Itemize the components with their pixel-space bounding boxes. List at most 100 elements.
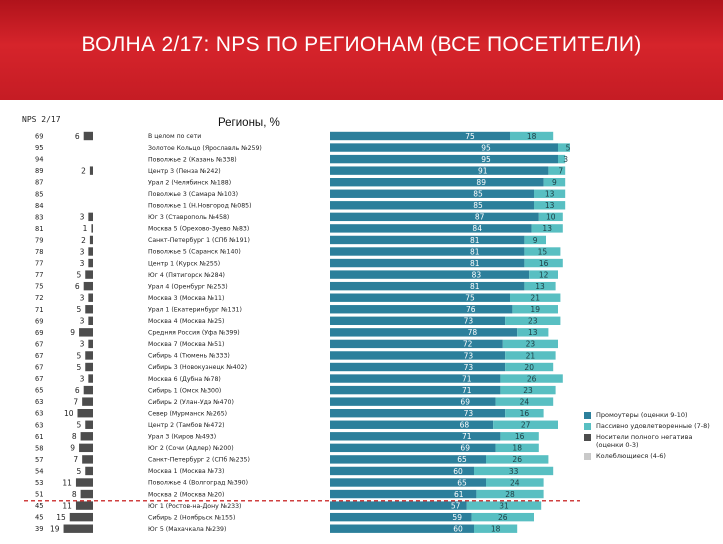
promoter-label: 73 (464, 363, 474, 372)
promoter-bar (330, 362, 506, 372)
passive-label: 19 (530, 305, 540, 314)
region-label: Юг 3 (Ставрополь №458) (148, 214, 229, 221)
passive-label: 31 (499, 501, 509, 510)
region-label: Золотое Кольцо (Ярославль №259) (148, 145, 262, 152)
detractor-label: 3 (80, 374, 85, 383)
passive-bar (534, 201, 566, 210)
detractor-bar (88, 316, 93, 325)
detractor-label: 19 (50, 525, 60, 534)
promoter-bar (330, 409, 506, 418)
passive-label: 18 (512, 444, 522, 453)
promoter-label: 57 (451, 501, 461, 510)
passive-bar (538, 212, 563, 222)
promoter-label: 68 (460, 421, 470, 430)
passive-bar (486, 478, 544, 487)
region-label: Поволжье 3 (Самара №103) (148, 191, 238, 198)
detractor-label: 6 (75, 386, 80, 395)
promoter-bar (330, 397, 496, 406)
legend-label: Пассивно удовлетворенные (7-8) (596, 422, 710, 430)
detractor-bar (82, 397, 93, 406)
passive-bar (500, 432, 539, 441)
promoter-bar (330, 489, 477, 499)
passive-bar (529, 270, 558, 279)
passive-label: 16 (539, 259, 549, 268)
promoter-bar (330, 339, 503, 349)
region-label: Сибирь 4 (Тюмень №333) (148, 352, 230, 360)
detractor-bar (85, 420, 93, 429)
passive-bar (558, 154, 566, 164)
passive-bar (524, 247, 561, 256)
promoter-bar (330, 247, 525, 256)
promoter-label: 60 (453, 467, 463, 476)
detractor-label: 11 (62, 501, 72, 510)
promoter-label: 76 (466, 305, 476, 314)
promoter-bar (330, 351, 506, 360)
promoter-bar (330, 374, 501, 383)
passive-bar (510, 293, 561, 302)
detractor-bar (89, 235, 93, 245)
detractor-label: 8 (72, 432, 77, 441)
legend-label: Носители полного негатива (оценки 0-3) (596, 433, 693, 449)
nps-value: 69 (35, 329, 43, 337)
detractor-bar (63, 524, 93, 533)
passive-bar (476, 489, 544, 499)
passive-label: 12 (539, 270, 549, 279)
nps-value: 83 (35, 213, 43, 221)
detractor-bar (83, 131, 93, 141)
nps-value: 84 (35, 202, 43, 210)
promoter-label: 95 (481, 155, 491, 164)
region-label: В целом по сети (148, 133, 201, 140)
passive-label: 13 (542, 224, 552, 233)
passive-label: 28 (505, 490, 515, 499)
promoter-label: 69 (460, 397, 470, 406)
promoter-bar (330, 478, 486, 487)
passive-bar (517, 328, 549, 337)
passive-bar (543, 178, 566, 187)
nps-value: 63 (35, 398, 43, 406)
passive-label: 9 (552, 178, 557, 187)
promoter-label: 81 (470, 259, 480, 268)
promoter-label: 73 (464, 351, 474, 360)
legend-item: Колеблющиеся (4-6) (584, 452, 719, 460)
promoter-label: 71 (462, 374, 472, 383)
passive-label: 5 (566, 143, 571, 152)
nps-value: 79 (35, 236, 43, 244)
region-label: Центр 1 (Курск №255) (148, 260, 220, 267)
detractor-label: 11 (62, 478, 72, 487)
region-label: Урал 2 (Челябинск №188) (148, 178, 231, 186)
detractor-label: 5 (76, 305, 81, 314)
region-label: Москва 4 (Москва №25) (148, 318, 224, 325)
region-label: Поволжье 2 (Казань №338) (148, 156, 237, 163)
passive-label: 21 (526, 351, 536, 360)
regions-column-header: Регионы, % (218, 117, 280, 129)
passive-bar (548, 166, 566, 175)
nps-value: 39 (35, 525, 43, 533)
region-label: Поволжье 4 (Волгоград №390) (148, 480, 248, 487)
detractor-bar (77, 409, 93, 418)
detractor-bar (82, 455, 93, 464)
passive-label: 23 (523, 386, 533, 395)
detractor-label: 2 (81, 236, 86, 245)
passive-label: 26 (498, 513, 508, 522)
passive-label: 20 (524, 363, 534, 372)
detractor-label: 5 (76, 351, 81, 360)
detractor-label: 3 (80, 294, 85, 303)
nps-value: 45 (35, 514, 43, 522)
passive-label: 23 (526, 340, 536, 349)
region-label: Урал 1 (Екатеринбург №131) (148, 305, 242, 313)
promoter-bar (330, 420, 494, 429)
passive-bar (534, 189, 566, 198)
promoter-label: 91 (478, 166, 488, 175)
promoter-label: 65 (457, 478, 467, 487)
legend-swatch (584, 453, 591, 460)
promoter-label: 84 (472, 224, 482, 233)
region-label: Урал 4 (Оренбург №253) (148, 282, 228, 290)
detractor-bar (85, 305, 93, 314)
legend-swatch (584, 434, 591, 441)
region-label: Москва 2 (Москва №20) (148, 491, 224, 498)
region-label: Центр 3 (Пенза №242) (148, 168, 221, 175)
passive-bar (471, 512, 534, 522)
promoter-bar (330, 143, 558, 152)
promoter-label: 78 (468, 328, 478, 337)
